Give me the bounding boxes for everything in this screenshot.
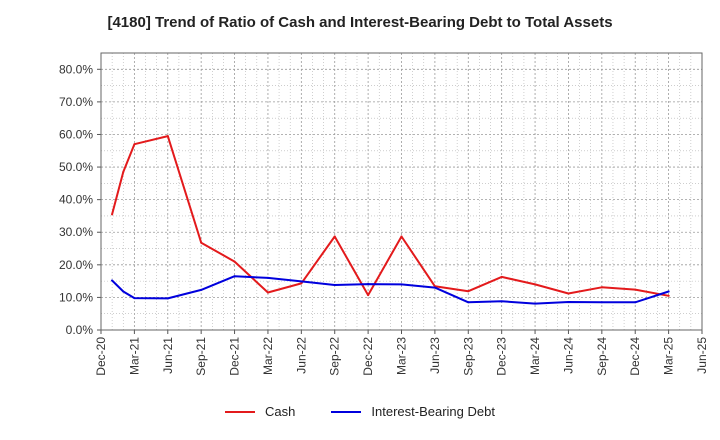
data-point — [233, 260, 236, 263]
chart-title: [4180] Trend of Ratio of Cash and Intere… — [107, 14, 613, 31]
data-point — [567, 292, 570, 295]
data-point — [400, 235, 403, 238]
data-point — [534, 302, 537, 305]
x-tick-label: Jun-22 — [294, 337, 308, 374]
data-point — [300, 282, 303, 285]
data-point — [367, 283, 370, 286]
data-point — [500, 300, 503, 303]
x-tick-label: Jun-21 — [161, 337, 175, 374]
data-point — [567, 300, 570, 303]
legend-swatch-cash — [225, 410, 256, 413]
x-tick-label: Jun-23 — [428, 337, 442, 374]
legend-swatch-debt — [331, 410, 362, 413]
y-tick-label: 30.0% — [59, 225, 93, 239]
x-tick-label: Sep-21 — [194, 337, 208, 376]
y-tick-label: 50.0% — [59, 160, 93, 174]
data-point — [667, 294, 670, 297]
x-tick-label: Dec-22 — [361, 337, 375, 376]
legend-item-cash: Cash — [225, 404, 295, 419]
data-point — [166, 135, 169, 138]
x-tick-label: Sep-23 — [461, 337, 475, 376]
x-tick-label: Jun-24 — [561, 337, 575, 374]
data-point — [667, 290, 670, 293]
x-tick-label: Mar-23 — [395, 337, 409, 375]
data-point — [111, 213, 114, 216]
data-point — [300, 280, 303, 283]
data-point — [500, 275, 503, 278]
legend-label-debt: Interest-Bearing Debt — [371, 404, 495, 419]
x-tick-label: Jun-25 — [695, 337, 709, 374]
data-point — [133, 297, 136, 300]
x-tick-label: Sep-22 — [328, 337, 342, 376]
data-point — [433, 286, 436, 289]
data-point — [111, 279, 114, 282]
y-tick-label: 40.0% — [59, 193, 93, 207]
data-point — [534, 283, 537, 286]
data-point — [634, 288, 637, 291]
y-tick-label: 10.0% — [59, 290, 93, 304]
y-tick-label: 0.0% — [66, 323, 94, 337]
data-point — [333, 235, 336, 238]
x-tick-label: Mar-21 — [127, 337, 141, 375]
x-tick-label: Sep-24 — [595, 337, 609, 376]
data-point — [600, 301, 603, 304]
legend-label-cash: Cash — [265, 404, 296, 419]
data-point — [333, 284, 336, 287]
data-point — [122, 170, 125, 173]
data-point — [367, 294, 370, 297]
x-tick-label: Dec-24 — [628, 337, 642, 376]
y-tick-label: 70.0% — [59, 95, 93, 109]
plot-frame — [100, 52, 703, 331]
data-point — [233, 275, 236, 278]
data-point — [166, 297, 169, 300]
data-point — [634, 301, 637, 304]
data-point — [122, 290, 125, 293]
x-tick-label: Dec-21 — [228, 337, 242, 376]
x-tick-label: Mar-24 — [528, 337, 542, 375]
data-point — [200, 288, 203, 291]
data-point — [200, 241, 203, 244]
y-tick-label: 80.0% — [59, 62, 93, 76]
data-point — [133, 143, 136, 146]
x-tick-label: Mar-22 — [261, 337, 275, 375]
data-point — [467, 301, 470, 304]
y-tick-label: 60.0% — [59, 127, 93, 141]
y-tick-label: 20.0% — [59, 258, 93, 272]
x-tick-label: Dec-20 — [94, 337, 108, 376]
x-tick-label: Mar-25 — [662, 337, 676, 375]
legend-item-debt: Interest-Bearing Debt — [331, 404, 495, 419]
data-point — [600, 286, 603, 289]
data-point — [400, 283, 403, 286]
x-tick-label: Dec-23 — [495, 337, 509, 376]
legend: Cash Interest-Bearing Debt — [0, 404, 720, 419]
data-point — [266, 276, 269, 279]
data-point — [266, 291, 269, 294]
data-point — [467, 290, 470, 293]
